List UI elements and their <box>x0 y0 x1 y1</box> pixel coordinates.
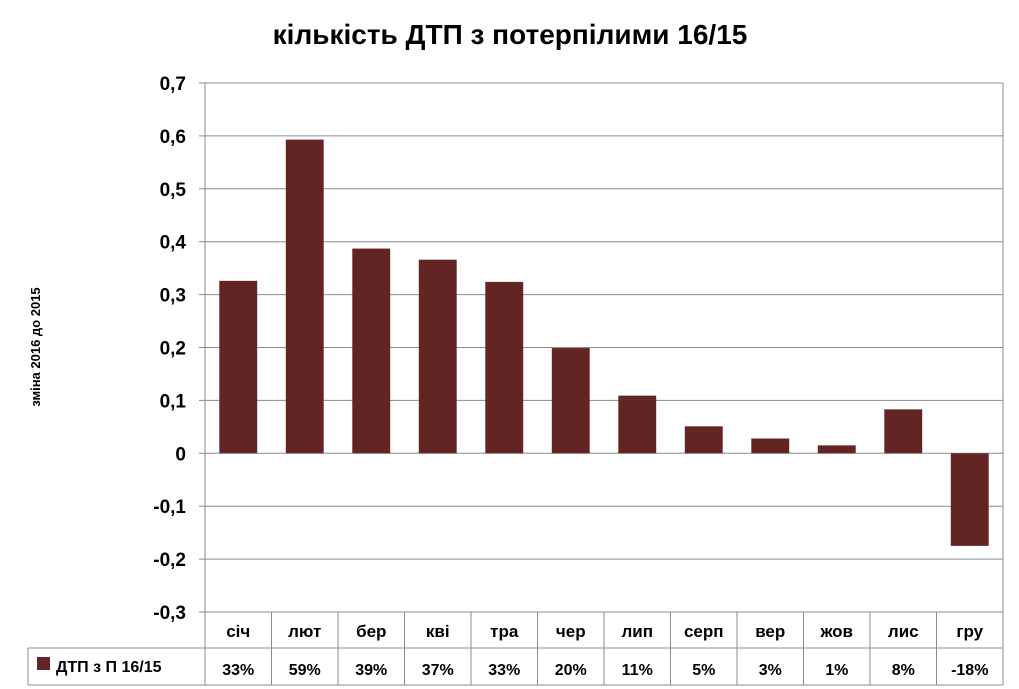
chart-title: кількість ДТП з потерпілими 16/15 <box>273 19 748 50</box>
y-tick-label: -0,2 <box>153 550 186 571</box>
bar-серп <box>684 426 723 454</box>
bar-бер <box>352 248 391 454</box>
bar-series <box>219 139 989 546</box>
data-value-label: 1% <box>825 662 848 679</box>
x-tick-label: жов <box>820 622 853 641</box>
bar-січ <box>219 280 258 454</box>
bar-тра <box>485 281 524 454</box>
y-axis-label: зміна 2016 до 2015 <box>28 287 43 406</box>
y-tick-label: 0,2 <box>160 339 186 360</box>
data-value-label: 11% <box>622 662 653 679</box>
legend-swatch <box>37 657 50 670</box>
data-value-label: 37% <box>422 662 454 679</box>
y-tick-label: 0,1 <box>160 391 187 412</box>
x-tick-label: серп <box>684 622 724 641</box>
bar-лис <box>884 409 923 454</box>
y-tick-label: 0,4 <box>160 233 187 254</box>
bar-жов <box>817 445 856 454</box>
x-tick-label: лют <box>288 622 321 641</box>
y-tick-label: -0,1 <box>153 497 186 518</box>
data-value-label: 39% <box>355 662 387 679</box>
bar-вер <box>751 438 790 454</box>
category-labels: січ лют бер кві тра чер лип серп вер жов лис гру <box>226 622 983 641</box>
x-tick-label: лип <box>621 622 653 641</box>
x-tick-label: тра <box>490 622 519 641</box>
y-tick-label: 0,3 <box>160 286 186 307</box>
data-value-label: 20% <box>555 662 587 679</box>
x-tick-label: лис <box>888 622 919 641</box>
y-axis-ticks: -0,3 -0,2 -0,1 0 0,1 0,2 0,3 0,4 0,5 0,6 0,7 <box>153 74 186 624</box>
y-tick-label: 0,6 <box>160 127 186 148</box>
bar-гру <box>950 453 989 546</box>
data-value-label: 5% <box>692 662 715 679</box>
x-tick-label: гру <box>956 622 983 641</box>
x-tick-label: бер <box>356 622 386 641</box>
y-tick-label: -0,3 <box>153 603 186 624</box>
data-value-label: 33% <box>222 662 254 679</box>
x-tick-label: вер <box>755 622 785 641</box>
legend-series-name: ДТП з П 16/15 <box>56 659 162 676</box>
x-tick-label: кві <box>426 622 450 641</box>
bar-чер <box>551 348 590 454</box>
data-value-label: 33% <box>488 662 520 679</box>
data-value-label: 3% <box>759 662 782 679</box>
data-value-label: 59% <box>289 662 321 679</box>
y-tick-label: 0,7 <box>160 74 186 95</box>
data-value-label: 8% <box>892 662 915 679</box>
bar-лют <box>285 139 324 454</box>
y-tick-label: 0 <box>175 444 186 465</box>
bar-кві <box>418 259 457 454</box>
x-tick-label: січ <box>226 622 250 641</box>
gridlines <box>199 82 1004 613</box>
bar-лип <box>618 395 657 454</box>
data-table-values: 33% 59% 39% 37% 33% 20% 11% 5% 3% 1% 8% -18% <box>222 662 988 679</box>
data-table <box>27 612 1004 686</box>
legend: ДТП з П 16/15 <box>37 657 162 676</box>
data-value-label: -18% <box>951 662 988 679</box>
x-tick-label: чер <box>556 622 586 641</box>
y-tick-label: 0,5 <box>160 180 187 201</box>
